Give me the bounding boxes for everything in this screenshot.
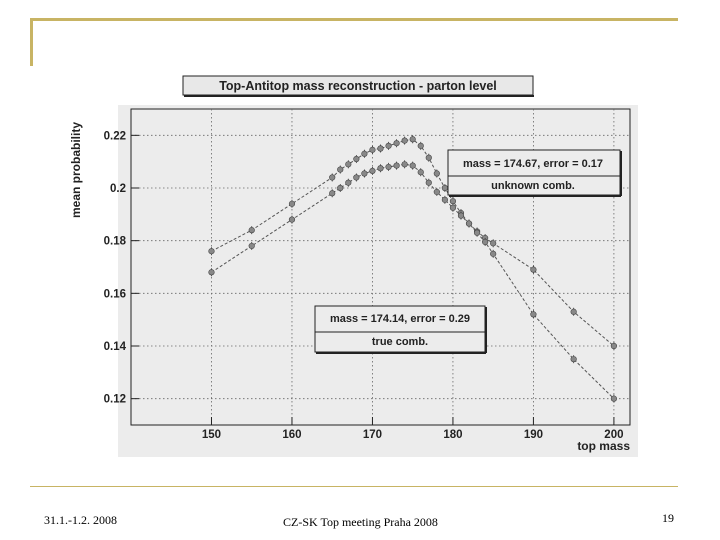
y-tick-label-5: 0.22 — [104, 130, 126, 142]
data-point-0-23 — [490, 240, 497, 247]
data-point-1-20 — [465, 220, 473, 227]
data-point-1-16 — [433, 188, 440, 196]
data-point-0-14 — [417, 142, 424, 149]
y-tick-label-2: 0.16 — [104, 288, 126, 300]
data-point-0-15 — [425, 154, 432, 161]
x-tick-label-4: 190 — [524, 429, 543, 441]
data-point-1-5 — [345, 179, 352, 186]
data-point-1-12 — [401, 161, 408, 168]
data-point-0-13 — [409, 136, 416, 143]
x-tick-label-5: 200 — [604, 429, 623, 441]
data-point-1-8 — [369, 167, 376, 174]
slide-frame-top — [30, 18, 678, 21]
legend-unknown-comb: mass = 174.67, error = 0.17 unknown comb… — [447, 149, 622, 197]
data-point-0-11 — [393, 140, 400, 147]
data-point-0-1 — [248, 227, 255, 234]
data-point-1-11 — [393, 162, 400, 169]
data-point-0-4 — [337, 166, 344, 173]
legend-unknown-name: unknown comb. — [491, 180, 575, 192]
data-point-1-3 — [329, 190, 336, 197]
data-point-1-21 — [473, 229, 481, 236]
y-axis-label: mean probability — [69, 122, 83, 218]
data-point-1-17 — [441, 196, 448, 203]
data-point-1-10 — [385, 163, 392, 171]
footer-date: 31.1.-1.2. 2008 — [44, 513, 117, 527]
data-point-1-15 — [425, 179, 432, 186]
data-point-1-2 — [288, 216, 296, 223]
x-tick-label-0: 150 — [202, 429, 221, 441]
footer-rule — [30, 486, 678, 487]
data-point-1-25 — [570, 356, 577, 363]
data-point-1-0 — [208, 269, 215, 276]
data-point-0-24 — [530, 266, 537, 273]
data-point-1-7 — [361, 170, 368, 177]
data-point-0-0 — [208, 248, 215, 255]
x-tick-label-1: 160 — [282, 429, 301, 441]
data-point-0-3 — [329, 174, 336, 181]
data-point-1-24 — [530, 311, 537, 318]
data-point-1-19 — [457, 212, 465, 219]
data-point-1-22 — [482, 238, 489, 246]
y-tick-label-3: 0.18 — [104, 236, 127, 248]
data-point-0-6 — [353, 155, 360, 163]
data-point-0-7 — [361, 150, 368, 157]
data-point-1-9 — [377, 165, 384, 172]
slide-frame-left — [30, 18, 33, 66]
chart-title: Top-Antitop mass reconstruction - parton… — [219, 79, 497, 93]
x-axis-label: top mass — [577, 439, 630, 453]
axis-ticks: 150 160 170 180 190 200 0.12 0.14 0.16 0.18 0.2 0.2… — [104, 130, 624, 441]
data-point-0-12 — [401, 137, 408, 144]
legend-true-name: true comb. — [372, 336, 428, 348]
data-point-0-9 — [377, 145, 384, 152]
x-tick-label-2: 170 — [363, 429, 382, 441]
data-point-0-10 — [385, 142, 392, 149]
data-point-1-18 — [449, 204, 457, 211]
x-tick-label-3: 180 — [443, 429, 462, 441]
data-point-0-2 — [288, 200, 296, 207]
footer-page-number: 19 — [662, 511, 674, 525]
data-point-0-5 — [345, 161, 352, 168]
data-point-1-23 — [490, 250, 497, 257]
y-tick-label-1: 0.14 — [104, 341, 127, 353]
footer-meeting: CZ-SK Top meeting Praha 2008 — [283, 515, 438, 529]
data-point-0-18 — [449, 198, 457, 205]
y-tick-label-0: 0.12 — [104, 394, 126, 406]
data-point-1-26 — [610, 395, 618, 402]
data-point-1-13 — [409, 162, 416, 169]
data-point-1-4 — [337, 184, 344, 192]
y-tick-label-4: 0.2 — [110, 183, 126, 195]
legend-true-comb: mass = 174.14, error = 0.29 true comb. — [314, 305, 487, 354]
series-layer — [208, 135, 618, 403]
data-point-1-1 — [248, 242, 255, 250]
legend-true-box — [314, 305, 486, 353]
legend-true-fit-label: mass = 174.14, error = 0.29 — [330, 313, 470, 325]
data-point-0-26 — [610, 342, 618, 350]
data-point-0-17 — [441, 184, 448, 192]
data-point-1-14 — [417, 169, 424, 176]
data-point-0-25 — [570, 308, 577, 315]
data-point-0-16 — [433, 170, 440, 177]
legend-unknown-fit-label: mass = 174.67, error = 0.17 — [463, 158, 603, 170]
data-point-1-6 — [353, 174, 360, 181]
data-point-0-8 — [369, 146, 376, 153]
